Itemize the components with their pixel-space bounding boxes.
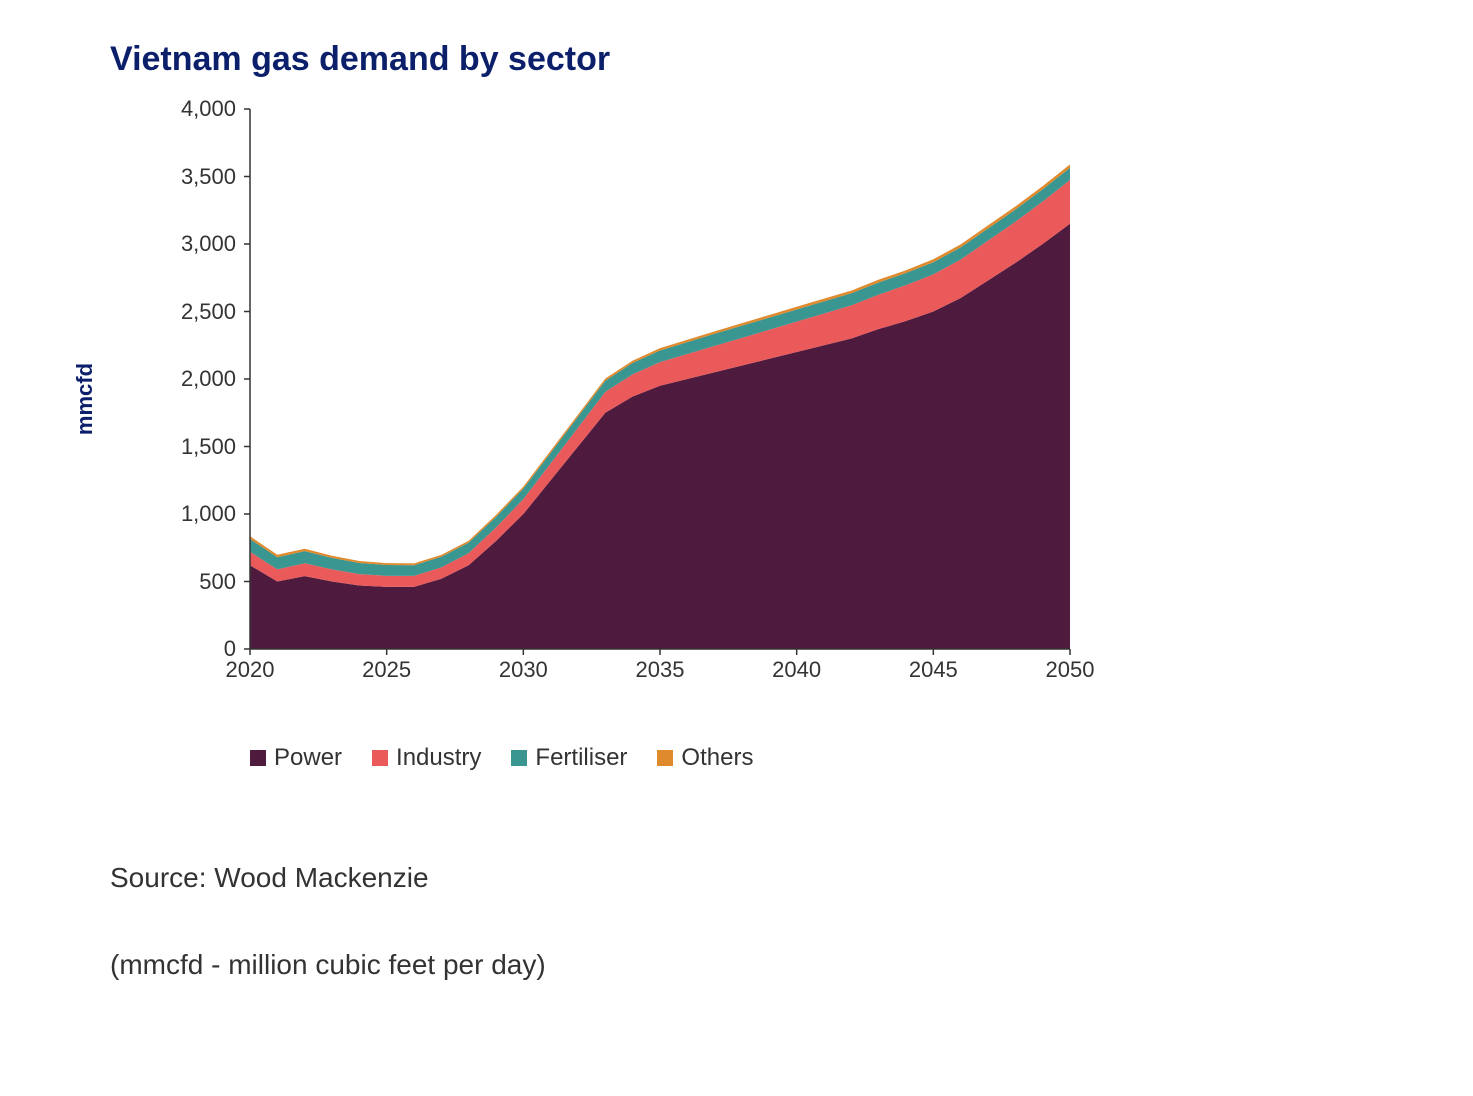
- chart-area: mmcfd 05001,0001,5002,0002,5003,0003,500…: [130, 109, 1130, 689]
- y-tick-label: 3,500: [181, 164, 236, 190]
- x-tick-label: 2040: [772, 657, 821, 683]
- x-tick-label: 2045: [909, 657, 958, 683]
- y-tick-label: 4,000: [181, 96, 236, 122]
- y-tick-label: 2,500: [181, 299, 236, 325]
- legend-item-others: Others: [657, 744, 753, 772]
- y-tick-label: 500: [199, 569, 236, 595]
- y-tick-label: 1,500: [181, 434, 236, 460]
- footnote-text: (mmcfd - million cubic feet per day): [110, 949, 1433, 981]
- y-tick-label: 2,000: [181, 366, 236, 392]
- x-tick-label: 2035: [636, 657, 685, 683]
- legend: Power Industry Fertiliser Others: [250, 744, 1433, 772]
- legend-label: Others: [681, 744, 753, 772]
- stacked-area-chart: [250, 109, 1070, 649]
- chart-container: Vietnam gas demand by sector mmcfd 05001…: [40, 40, 1433, 1056]
- x-tick-label: 2025: [362, 657, 411, 683]
- x-tick-label: 2050: [1046, 657, 1095, 683]
- x-tick-label: 2030: [499, 657, 548, 683]
- legend-label: Fertiliser: [535, 744, 627, 772]
- legend-swatch: [250, 750, 266, 766]
- legend-swatch: [511, 750, 527, 766]
- x-tick-label: 2020: [226, 657, 275, 683]
- legend-item-power: Power: [250, 744, 342, 772]
- y-tick-label: 1,000: [181, 501, 236, 527]
- y-tick-label: 3,000: [181, 231, 236, 257]
- legend-label: Power: [274, 744, 342, 772]
- legend-swatch: [372, 750, 388, 766]
- legend-item-fertiliser: Fertiliser: [511, 744, 627, 772]
- legend-item-industry: Industry: [372, 744, 481, 772]
- legend-label: Industry: [396, 744, 481, 772]
- y-axis-label: mmcfd: [72, 363, 98, 435]
- plot-area: 05001,0001,5002,0002,5003,0003,5004,0002…: [250, 109, 1070, 649]
- chart-title: Vietnam gas demand by sector: [110, 40, 1433, 79]
- legend-swatch: [657, 750, 673, 766]
- source-text: Source: Wood Mackenzie: [110, 862, 1433, 894]
